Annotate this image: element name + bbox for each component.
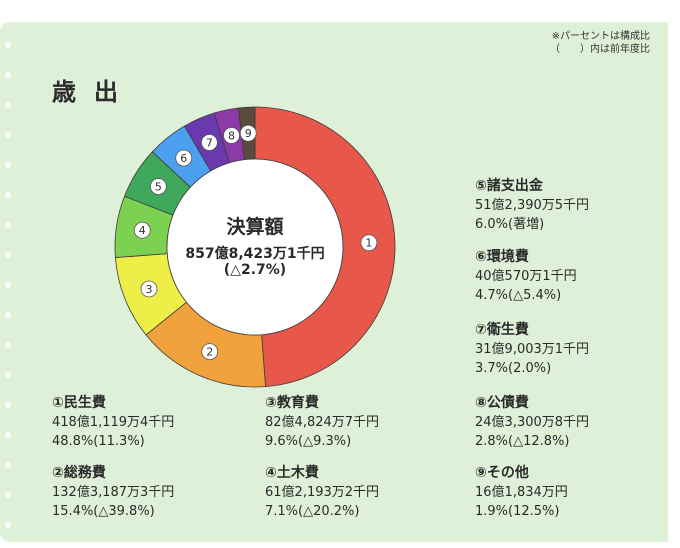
legend-amount: 418億1,119万4千円 — [52, 415, 175, 430]
legend-amount: 31億9,003万1千円 — [475, 342, 590, 357]
slice-marker-4: 4 — [139, 224, 146, 237]
legend-amount: 132億3,187万3千円 — [52, 485, 175, 500]
legend-rate: 2.8%(△12.8%) — [475, 434, 570, 449]
slice-marker-circle-1 — [360, 234, 378, 252]
legend-amount: 61億2,193万2千円 — [265, 485, 380, 500]
legend-label: ⑧公債費 — [475, 395, 529, 411]
legend-rate: 9.6%(△9.3%) — [265, 434, 352, 449]
legend-label: ⑦衛生費 — [475, 322, 529, 338]
slice-marker-circle-9 — [239, 124, 257, 142]
legend-item-kyoiku: ③教育費 82億4,824万7千円 9.6%(△9.3%) — [265, 393, 379, 451]
slice-marker-circle-7 — [200, 134, 218, 151]
chart-center-title: 決算額 — [226, 216, 284, 238]
chart-center-amount: 857億8,423万1千円 — [185, 246, 325, 262]
legend-rate: 4.7%(△5.4%) — [475, 288, 562, 303]
legend-item-minsei: ①民生費 418億1,119万4千円 48.8%(11.3%) — [52, 393, 174, 451]
slice-marker-3: 3 — [146, 283, 153, 296]
legend-item-doboku: ④土木費 61億2,193万2千円 7.1%(△20.2%) — [265, 463, 379, 521]
footnote-line-1: ※パーセントは構成比 — [551, 31, 650, 42]
slice-marker-circle-8 — [223, 127, 240, 144]
legend-item-kosai: ⑧公債費 24億3,300万8千円 2.8%(△12.8%) — [475, 393, 589, 451]
slice-marker-2: 2 — [206, 346, 213, 359]
slice-marker-8: 8 — [228, 129, 235, 142]
legend-label: ④土木費 — [265, 465, 319, 481]
chart-center-rate: (△2.7%) — [223, 262, 287, 278]
legend-item-eisei: ⑦衛生費 31億9,003万1千円 3.7%(2.0%) — [475, 320, 589, 378]
legend-rate: 6.0%(著増) — [475, 217, 545, 232]
legend-amount: 24億3,300万8千円 — [475, 415, 590, 430]
page-title: 歳出 — [52, 78, 136, 106]
slice-marker-9: 9 — [245, 127, 252, 140]
legend-label: ①民生費 — [52, 395, 106, 411]
legend-label: ⑨その他 — [475, 465, 529, 481]
legend-rate: 3.7%(2.0%) — [475, 361, 552, 376]
legend-item-kankyo: ⑥環境費 40億570万1千円 4.7%(△5.4%) — [475, 247, 577, 305]
slice-marker-circle-5 — [149, 178, 167, 195]
slice-marker-7: 7 — [206, 137, 213, 150]
legend-label: ⑥環境費 — [475, 249, 529, 265]
legend-label: ③教育費 — [265, 395, 319, 411]
legend-item-somu: ②総務費 132億3,187万3千円 15.4%(△39.8%) — [52, 463, 174, 521]
legend-item-shoshishutsu: ⑤諸支出金 51億2,390万5千円 6.0%(著増) — [475, 176, 589, 234]
legend-item-sonota: ⑨その他 16億1,834万円 1.9%(12.5%) — [475, 463, 568, 521]
slice-marker-circle-3 — [140, 280, 158, 298]
legend-amount: 82億4,824万7千円 — [265, 415, 380, 430]
slice-marker-circle-4 — [133, 221, 151, 239]
legend-rate: 15.4%(△39.8%) — [52, 504, 155, 519]
legend-label: ②総務費 — [52, 465, 106, 481]
legend-amount: 51億2,390万5千円 — [475, 198, 590, 213]
slice-marker-circle-6 — [175, 149, 193, 167]
footnote: ※パーセントは構成比 （ ）内は前年度比 — [550, 30, 650, 56]
legend-rate: 1.9%(12.5%) — [475, 504, 560, 519]
slice-marker-circle-2 — [201, 343, 219, 361]
slice-marker-6: 6 — [180, 152, 187, 165]
slice-marker-1: 1 — [365, 237, 372, 250]
legend-amount: 40億570万1千円 — [475, 269, 577, 284]
donut-center-hole — [166, 158, 344, 336]
legend-rate: 48.8%(11.3%) — [52, 434, 145, 449]
legend-label: ⑤諸支出金 — [475, 178, 543, 194]
slice-marker-5: 5 — [155, 181, 162, 194]
legend-amount: 16億1,834万円 — [475, 485, 568, 500]
footnote-line-2: （ ）内は前年度比 — [550, 44, 650, 55]
legend-rate: 7.1%(△20.2%) — [265, 504, 360, 519]
